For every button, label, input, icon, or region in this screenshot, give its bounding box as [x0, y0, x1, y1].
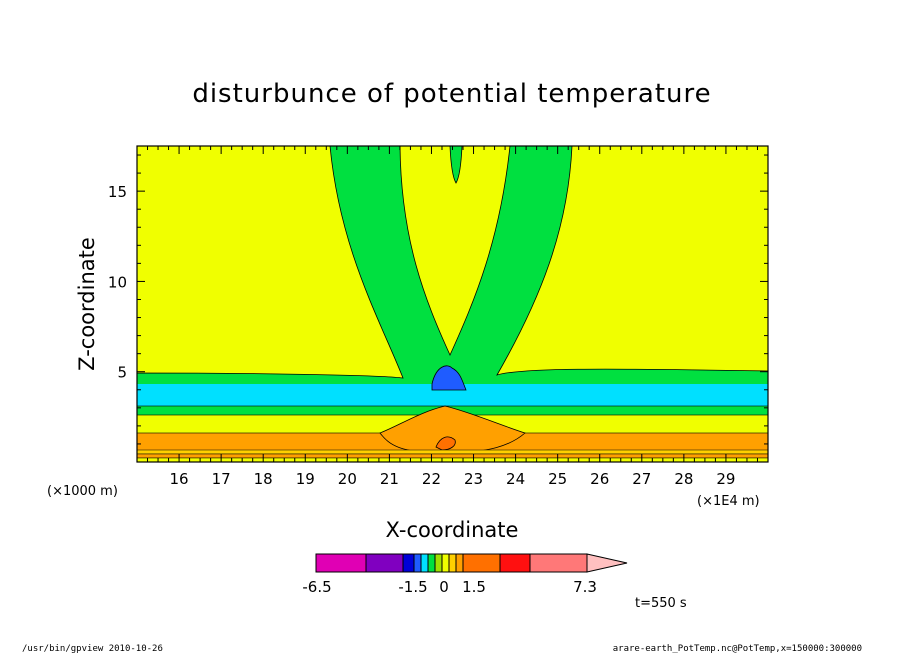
thin-band-1	[137, 449, 768, 455]
y-tick-labels: 5 10 15	[108, 183, 127, 382]
x-tick-label: 19	[296, 470, 315, 488]
colorbar-segment	[455, 553, 464, 573]
y-tick-marks	[137, 154, 768, 463]
y-tick-label: 5	[117, 364, 127, 382]
colorbar-labels: -6.5 -1.5 0 1.5 7.3	[302, 578, 597, 596]
x-unit-right: (×1E4 m)	[697, 494, 760, 509]
y-tick-label: 10	[108, 273, 127, 291]
x-tick-label: 24	[506, 470, 525, 488]
time-annotation: t=550 s	[635, 596, 687, 611]
colorbar-label: 1.5	[462, 578, 486, 596]
x-tick-label: 18	[254, 470, 273, 488]
colorbar-segment	[462, 553, 501, 573]
colorbar-segment	[441, 553, 450, 573]
colorbar	[315, 553, 628, 573]
colorbar-segment	[315, 553, 367, 573]
x-tick-label: 23	[464, 470, 483, 488]
x-tick-label: 28	[674, 470, 693, 488]
colorbar-label: -6.5	[302, 578, 331, 596]
colorbar-segment	[499, 553, 531, 573]
x-tick-label: 20	[338, 470, 357, 488]
colorbar-label: 7.3	[573, 578, 597, 596]
x-tick-labels: 16 17 18 19 20 21 22 23 24 25 26 27 28 29	[170, 470, 736, 488]
x-unit-left: (×1000 m)	[47, 484, 118, 499]
colorbar-segment	[420, 553, 429, 573]
upper-green-region	[137, 146, 768, 388]
colorbar-segment	[365, 553, 404, 573]
y-tick-label: 15	[108, 183, 127, 201]
x-tick-label: 29	[716, 470, 735, 488]
x-tick-label: 27	[632, 470, 651, 488]
colorbar-segment	[427, 553, 436, 573]
x-axis-label: X-coordinate	[386, 518, 519, 542]
red-core	[435, 436, 456, 451]
x-tick-marks	[136, 146, 769, 462]
colorbar-segment	[434, 553, 443, 573]
colorbar-segment	[402, 553, 415, 573]
y-axis-label: Z-coordinate	[75, 237, 99, 371]
colorbar-label: 0	[439, 578, 449, 596]
colorbar-label: -1.5	[398, 578, 427, 596]
contour-field	[137, 146, 768, 462]
x-tick-label: 17	[212, 470, 231, 488]
x-tick-label: 16	[170, 470, 189, 488]
colorbar-segment	[529, 553, 588, 573]
x-tick-label: 25	[548, 470, 567, 488]
x-tick-label: 21	[380, 470, 399, 488]
chart-title: disturbunce of potential temperature	[192, 79, 711, 109]
footer-left: /usr/bin/gpview 2010-10-26	[22, 644, 163, 654]
x-tick-label: 22	[422, 470, 441, 488]
green-tongue	[449, 146, 463, 184]
blue-core	[431, 365, 467, 391]
thin-band-2	[137, 453, 768, 459]
colorbar-segment	[448, 553, 457, 573]
footer-right: arare-earth_PotTemp.nc@PotTemp,x=150000:…	[613, 644, 862, 654]
x-tick-label: 26	[590, 470, 609, 488]
colorbar-arrow	[586, 553, 628, 573]
colorbar-segment	[413, 553, 422, 573]
